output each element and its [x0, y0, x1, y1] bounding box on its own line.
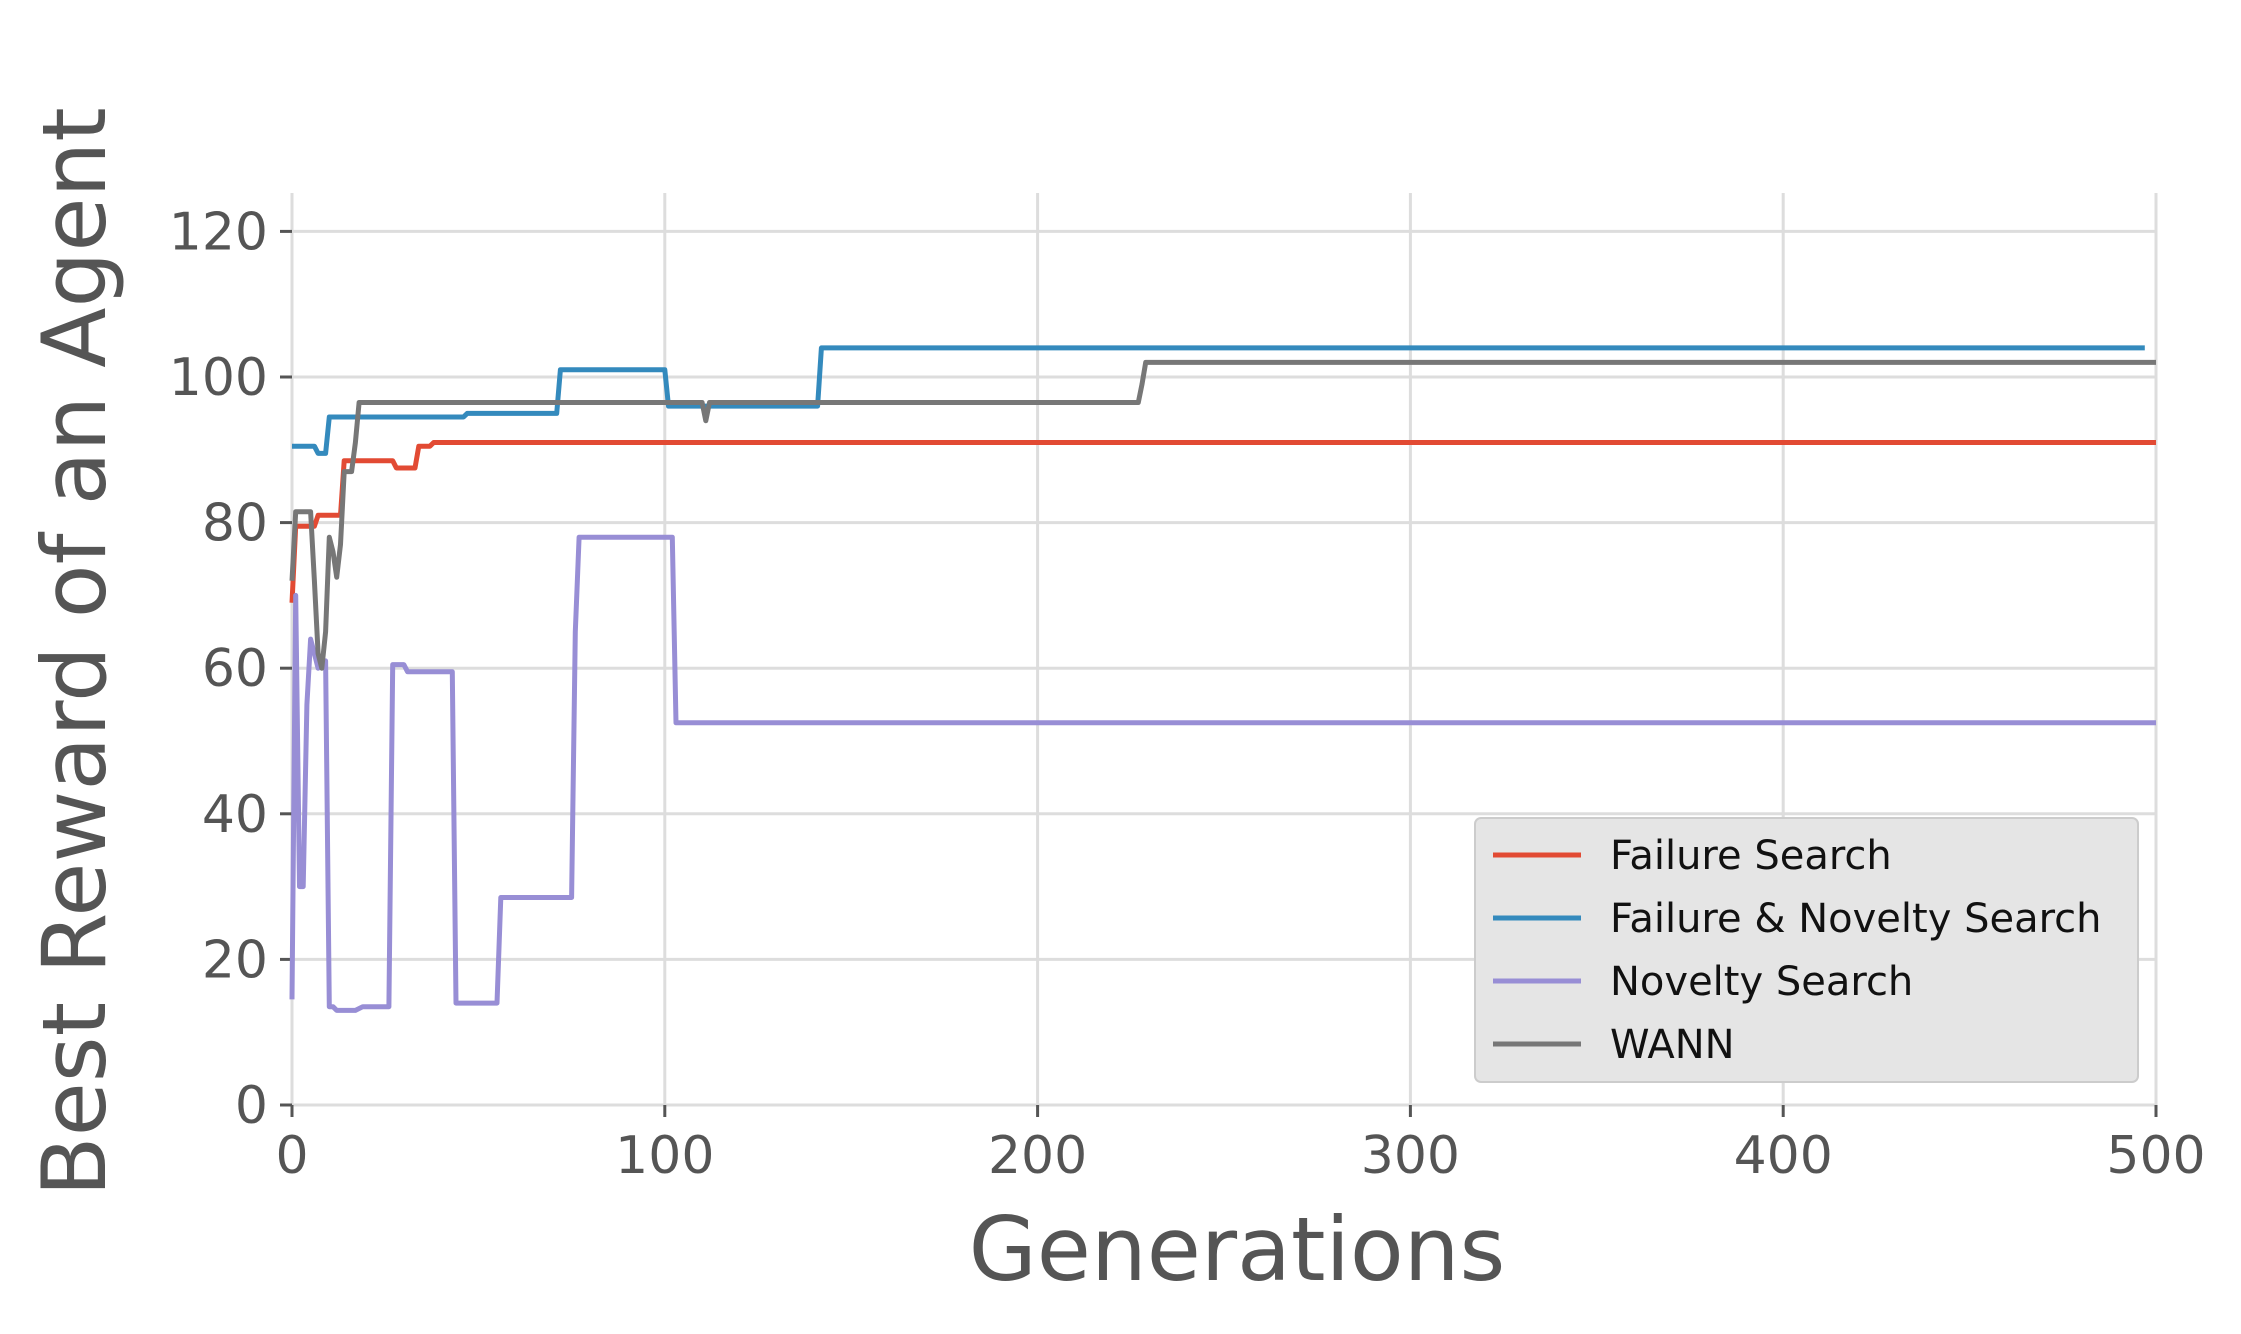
x-tick-label: 400: [1734, 1126, 1833, 1186]
y-tick-label: 0: [235, 1076, 268, 1136]
y-tick-label: 100: [169, 348, 268, 408]
legend-label: Failure Search: [1610, 833, 1892, 879]
grid-lines: [290, 193, 2158, 1107]
legend-box: [1474, 817, 2139, 1083]
y-tick-label: 20: [202, 930, 268, 990]
x-axis-title: Generations: [969, 1198, 1506, 1301]
y-axis-title: Best Reward of an Agent: [23, 107, 126, 1196]
y-tick-label: 80: [202, 494, 268, 554]
x-tick-label: 500: [2106, 1126, 2205, 1186]
series-line-failure-search: [289, 440, 2156, 603]
y-tick-label: 120: [169, 202, 268, 262]
series-line-failure-novelty-search: [292, 345, 2145, 456]
x-axis-ticks: 0 100 200 300 400 500: [275, 1105, 2206, 1186]
y-axis-ticks: 0 20 40 60 80 100 120: [169, 202, 292, 1136]
x-tick-label: 0: [275, 1126, 308, 1186]
legend-label: WANN: [1610, 1022, 1735, 1068]
legend-label: Novelty Search: [1610, 959, 1913, 1005]
x-tick-label: 100: [615, 1126, 714, 1186]
y-tick-label: 60: [202, 639, 268, 699]
y-tick-label: 40: [202, 785, 268, 845]
series-line-novelty-search: [289, 534, 2156, 1013]
series-line-wann: [289, 359, 2156, 671]
legend: Failure Search Failure & Novelty Search No…: [1474, 817, 2139, 1083]
x-tick-label: 300: [1361, 1126, 1460, 1186]
series-lines: [289, 345, 2156, 1013]
legend-label: Failure & Novelty Search: [1610, 896, 2102, 942]
x-tick-label: 200: [988, 1126, 1087, 1186]
